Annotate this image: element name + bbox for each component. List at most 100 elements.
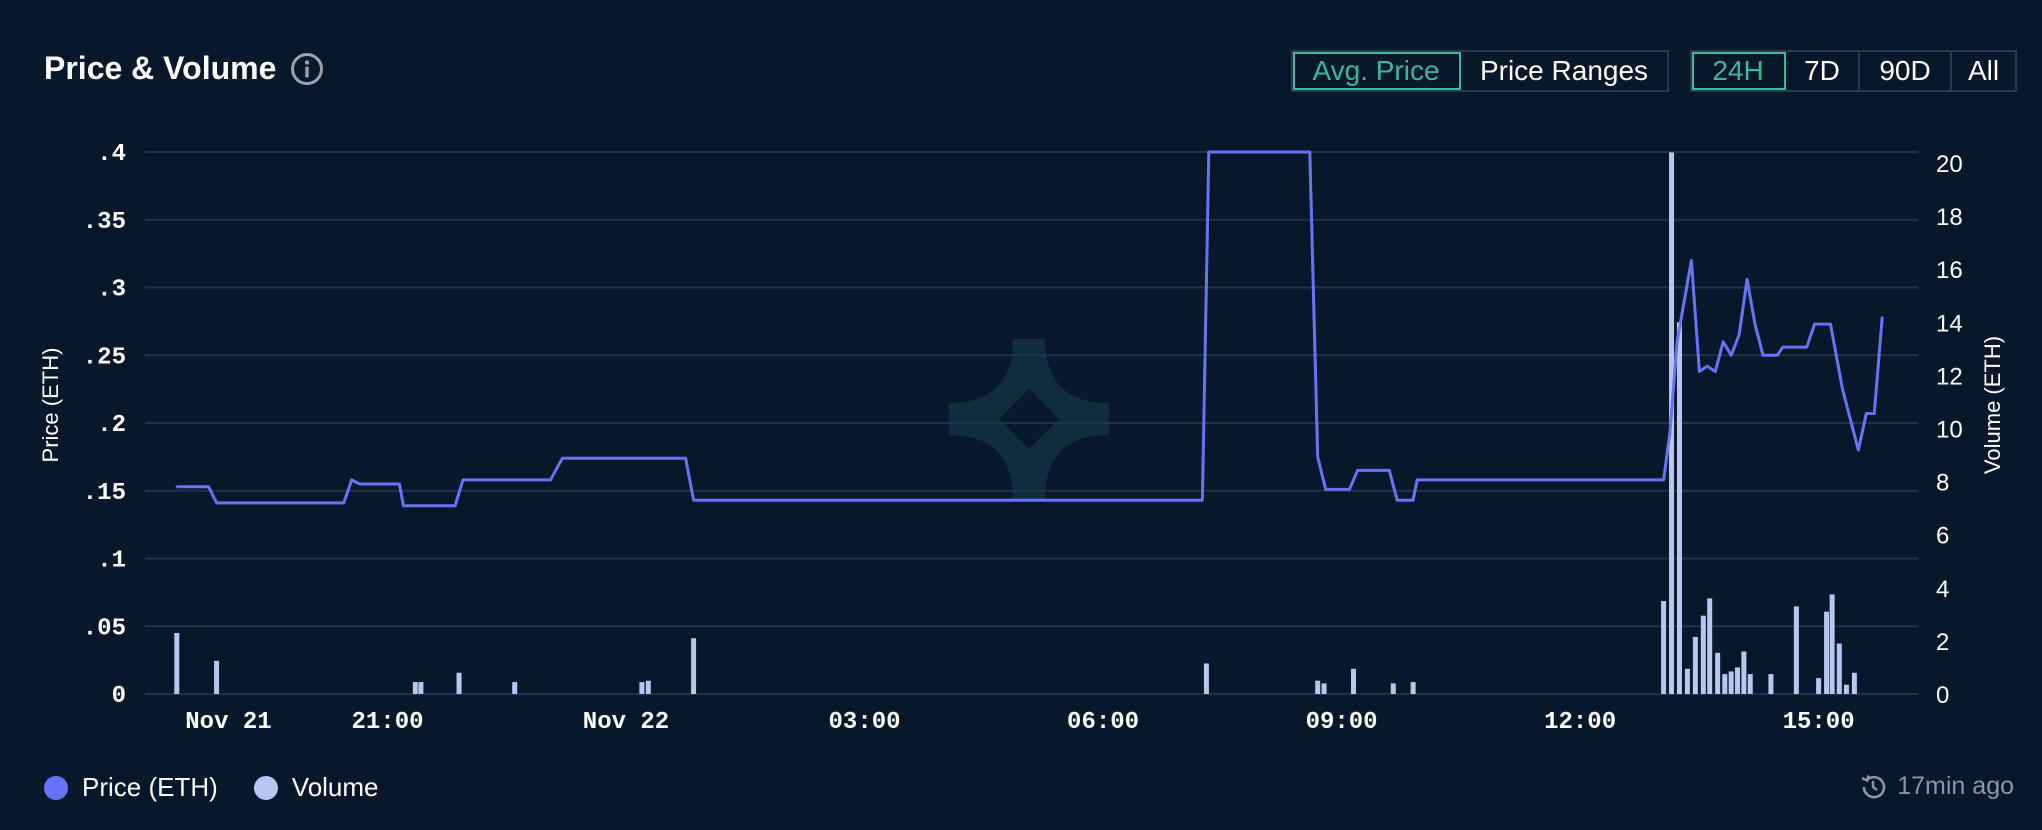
price-point[interactable] <box>549 478 552 482</box>
price-point[interactable] <box>1865 412 1868 415</box>
price-point[interactable] <box>358 482 361 486</box>
price-volume-chart[interactable]: 0.05.1.15.2.25.3.35.4 02468101214161820 … <box>0 0 2042 760</box>
price-point[interactable] <box>1690 259 1693 262</box>
price-point[interactable] <box>684 457 687 460</box>
volume-bar[interactable] <box>412 682 418 694</box>
legend-item-price[interactable]: Price (ETH) <box>44 772 218 803</box>
volume-bar[interactable] <box>1410 682 1416 694</box>
volume-bar[interactable] <box>639 682 645 694</box>
price-point[interactable] <box>1776 354 1779 357</box>
volume-bar[interactable] <box>1768 674 1774 694</box>
price-point[interactable] <box>1356 469 1359 472</box>
price-point[interactable] <box>1722 340 1725 343</box>
volume-bar[interactable] <box>1728 671 1734 694</box>
volume-bar[interactable] <box>214 660 220 694</box>
volume-bar[interactable] <box>1824 611 1830 694</box>
volume-bar[interactable] <box>1692 636 1698 694</box>
price-point[interactable] <box>1388 469 1391 472</box>
price-point[interactable] <box>1873 412 1876 415</box>
volume-bar[interactable] <box>1390 683 1396 694</box>
price-point[interactable] <box>453 504 457 507</box>
volume-bar[interactable] <box>1735 667 1741 694</box>
price-point[interactable] <box>1761 354 1765 357</box>
time-range-toggle: 24H 7D 90D All <box>1690 50 2017 92</box>
y2-tick-label: 10 <box>1936 417 1963 444</box>
price-point[interactable] <box>1324 488 1327 491</box>
volume-bar[interactable] <box>1351 668 1357 694</box>
price-point[interactable] <box>1714 370 1717 373</box>
price-point[interactable] <box>402 504 405 507</box>
volume-bar[interactable] <box>1816 678 1822 694</box>
volume-bar[interactable] <box>1829 594 1835 694</box>
price-point[interactable] <box>692 499 695 502</box>
info-icon[interactable] <box>290 52 324 86</box>
volume-bar[interactable] <box>512 682 518 694</box>
x-tick-label: 21:00 <box>351 709 423 736</box>
price-point[interactable] <box>1396 499 1399 502</box>
price-point[interactable] <box>1675 340 1679 343</box>
price-point[interactable] <box>1781 345 1785 349</box>
volume-bar[interactable] <box>456 672 462 694</box>
price-point[interactable] <box>1415 478 1419 482</box>
price-point[interactable] <box>1737 333 1741 337</box>
volume-bar[interactable] <box>1843 684 1849 694</box>
price-point[interactable] <box>175 485 179 488</box>
price-point[interactable] <box>342 501 345 505</box>
price-point[interactable] <box>1662 478 1665 482</box>
volume-bar[interactable] <box>1315 680 1321 694</box>
price-point[interactable] <box>215 501 218 505</box>
volume-bar[interactable] <box>1741 651 1747 694</box>
volume-bar[interactable] <box>1684 668 1690 694</box>
volume-bar[interactable] <box>1676 322 1682 694</box>
price-point[interactable] <box>1201 499 1204 502</box>
price-point[interactable] <box>1316 455 1319 459</box>
y2-tick-label: 6 <box>1936 523 1949 550</box>
price-point[interactable] <box>1841 387 1844 391</box>
price-point[interactable] <box>1857 448 1860 452</box>
volume-bar[interactable] <box>1747 674 1753 694</box>
price-point[interactable] <box>461 478 465 482</box>
volume-bar[interactable] <box>691 638 697 694</box>
price-point[interactable] <box>1745 278 1749 281</box>
price-point[interactable] <box>1411 499 1415 502</box>
range-7d-button[interactable]: 7D <box>1786 52 1860 90</box>
legend-label-price: Price (ETH) <box>82 772 218 802</box>
price-point[interactable] <box>207 485 210 488</box>
volume-bar[interactable] <box>1321 683 1327 694</box>
y-tick-label: 0 <box>112 683 126 710</box>
price-point[interactable] <box>1668 431 1672 434</box>
volume-bar[interactable] <box>1661 601 1667 694</box>
price-point[interactable] <box>350 478 353 482</box>
price-point[interactable] <box>561 457 564 460</box>
price-ranges-button[interactable]: Price Ranges <box>1479 55 1649 86</box>
price-point[interactable] <box>398 482 401 486</box>
price-point[interactable] <box>1829 322 1832 326</box>
volume-bar[interactable] <box>1851 672 1857 694</box>
price-line[interactable] <box>176 150 1884 508</box>
volume-bar[interactable] <box>1836 643 1842 694</box>
price-point[interactable] <box>1706 364 1709 368</box>
volume-bar[interactable] <box>1793 606 1799 694</box>
range-all-button[interactable]: All <box>1967 55 2000 86</box>
price-point[interactable] <box>1813 322 1816 326</box>
price-point[interactable] <box>1729 354 1733 357</box>
price-point[interactable] <box>1348 488 1351 491</box>
avg-price-button[interactable]: Avg. Price <box>1293 52 1461 90</box>
price-point[interactable] <box>1753 322 1757 326</box>
range-90d-button[interactable]: 90D <box>1860 52 1952 90</box>
volume-bar[interactable] <box>418 682 424 694</box>
price-point[interactable] <box>1881 316 1884 319</box>
price-point[interactable] <box>1207 150 1211 154</box>
volume-bar[interactable] <box>174 632 180 694</box>
price-point[interactable] <box>1805 345 1808 349</box>
range-24h-button[interactable]: 24H <box>1692 52 1786 90</box>
legend-item-volume[interactable]: Volume <box>253 772 379 803</box>
volume-bar[interactable] <box>1707 598 1713 694</box>
volume-bar[interactable] <box>1700 615 1706 694</box>
price-point[interactable] <box>1308 150 1311 154</box>
volume-bar[interactable] <box>1722 674 1728 694</box>
volume-bar[interactable] <box>645 680 651 694</box>
volume-bar[interactable] <box>1203 663 1209 694</box>
volume-bar[interactable] <box>1715 652 1721 694</box>
price-point[interactable] <box>1698 370 1701 373</box>
